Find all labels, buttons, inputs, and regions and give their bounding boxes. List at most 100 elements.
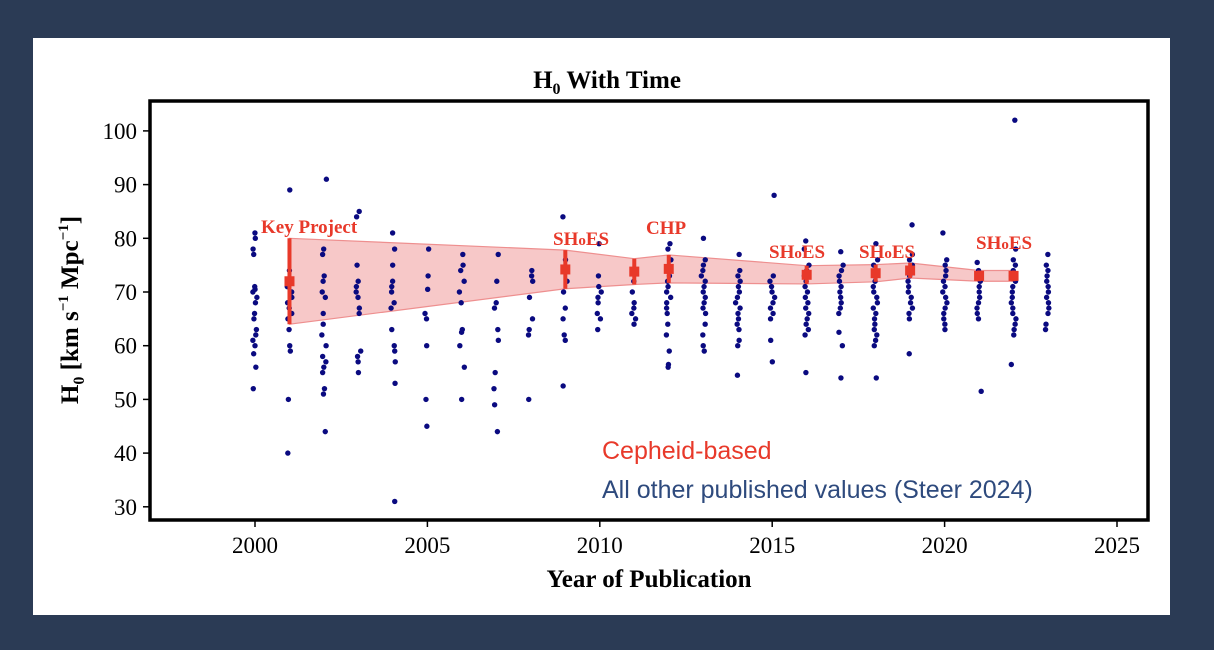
data-point xyxy=(803,238,809,244)
data-point xyxy=(698,273,705,279)
data-point xyxy=(942,305,948,311)
data-point xyxy=(767,305,774,311)
data-point xyxy=(770,310,776,317)
data-point xyxy=(974,310,980,317)
data-point xyxy=(356,310,362,317)
data-point xyxy=(529,267,535,274)
data-point xyxy=(976,283,982,290)
data-point xyxy=(874,332,880,338)
data-point xyxy=(873,375,879,381)
data-point xyxy=(873,310,879,317)
data-point xyxy=(663,300,670,306)
data-point xyxy=(838,283,844,290)
data-point xyxy=(320,321,326,327)
data-point xyxy=(323,359,329,365)
data-point xyxy=(700,289,706,295)
y-tick-label: 80 xyxy=(114,226,137,251)
data-point xyxy=(319,369,326,376)
data-point xyxy=(250,337,256,344)
cepheid-point xyxy=(801,269,812,280)
data-point xyxy=(1009,294,1015,301)
cepheid-annotation: SHoES xyxy=(976,233,1032,254)
data-point xyxy=(321,273,327,279)
data-point xyxy=(321,364,327,370)
data-point xyxy=(906,257,913,263)
data-point xyxy=(942,294,949,301)
data-point xyxy=(526,294,533,301)
data-point xyxy=(905,289,911,295)
data-point xyxy=(250,351,257,357)
data-point xyxy=(560,383,566,389)
data-point xyxy=(803,321,809,327)
data-point xyxy=(838,267,845,274)
data-point xyxy=(1010,257,1017,263)
data-point xyxy=(595,300,601,306)
data-point xyxy=(872,321,878,327)
x-tick-label: 2015 xyxy=(749,533,795,558)
data-point xyxy=(491,305,498,311)
data-point xyxy=(1045,289,1052,295)
data-point xyxy=(767,316,774,322)
data-point xyxy=(1044,278,1050,284)
data-point xyxy=(597,316,604,322)
data-point xyxy=(456,289,463,295)
data-point xyxy=(494,428,501,435)
data-point xyxy=(320,278,326,284)
data-point xyxy=(250,246,256,252)
data-point xyxy=(353,289,359,295)
data-point xyxy=(735,343,741,349)
data-point xyxy=(941,310,947,317)
data-point xyxy=(701,283,707,290)
data-point xyxy=(458,396,465,403)
data-point xyxy=(906,310,912,317)
data-point xyxy=(870,305,876,311)
data-point xyxy=(769,359,776,365)
data-point xyxy=(458,300,464,306)
data-point xyxy=(874,300,881,306)
data-point xyxy=(319,332,325,338)
data-point xyxy=(907,300,914,306)
data-point xyxy=(909,305,916,311)
data-point xyxy=(804,316,810,322)
data-point xyxy=(942,321,948,327)
data-point xyxy=(422,310,428,317)
data-point xyxy=(839,343,846,349)
data-point xyxy=(1012,262,1019,268)
cepheid-annotation: SHoES xyxy=(769,242,825,263)
cepheid-point xyxy=(1008,270,1019,281)
data-point xyxy=(874,294,880,301)
data-point xyxy=(424,286,431,293)
data-point xyxy=(322,294,329,301)
data-point xyxy=(1045,251,1051,258)
data-point xyxy=(734,372,741,378)
data-point xyxy=(355,369,362,376)
data-point xyxy=(909,251,916,258)
data-point xyxy=(1009,289,1015,295)
data-point xyxy=(323,176,330,182)
data-point xyxy=(253,332,259,338)
data-point xyxy=(320,246,327,252)
y-tick-label: 60 xyxy=(114,334,137,359)
data-point xyxy=(803,369,809,376)
data-point xyxy=(353,214,360,220)
data-point xyxy=(873,240,879,247)
data-point xyxy=(321,385,328,392)
data-point xyxy=(667,240,673,247)
data-point xyxy=(940,230,946,236)
data-point xyxy=(460,262,466,268)
data-point xyxy=(493,300,499,306)
data-point xyxy=(392,380,398,386)
data-point xyxy=(1045,283,1051,290)
data-point xyxy=(805,326,812,333)
data-point xyxy=(871,289,877,295)
data-point xyxy=(631,321,637,327)
data-point xyxy=(392,498,398,505)
data-point xyxy=(461,278,467,284)
data-point xyxy=(836,278,843,284)
y-axis-ticks: 30 40 50 60 70 80 90 100 xyxy=(103,119,150,520)
cepheid-annotation: SHoES xyxy=(553,229,609,250)
data-point xyxy=(460,251,466,258)
data-point xyxy=(874,257,881,263)
data-point xyxy=(735,310,741,317)
data-point xyxy=(252,235,259,241)
